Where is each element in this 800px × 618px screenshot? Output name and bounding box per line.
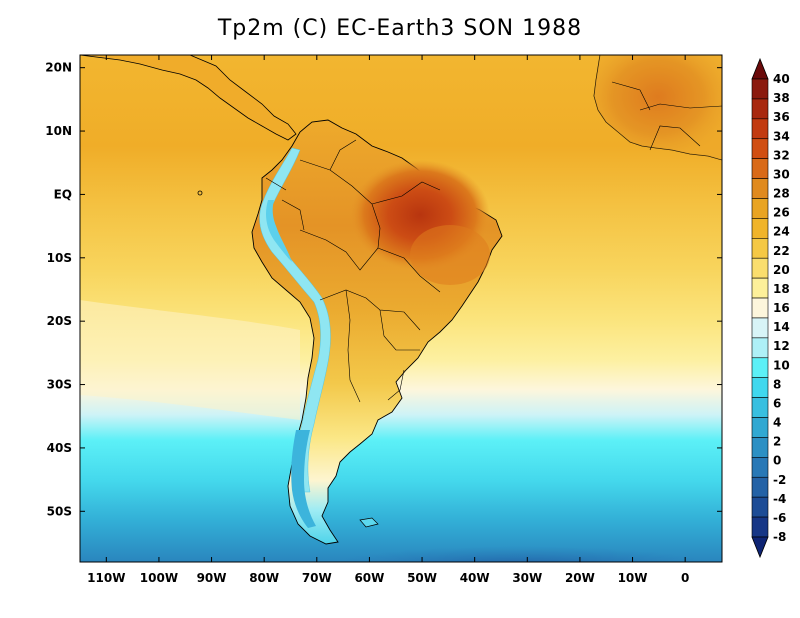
colorbar-swatch xyxy=(751,138,769,159)
colorbar-swatch xyxy=(751,397,769,418)
colorbar-label: 30 xyxy=(773,167,790,181)
colorbar-label: -4 xyxy=(773,492,786,506)
colorbar-label: 20 xyxy=(773,263,790,277)
colorbar-label: 32 xyxy=(773,148,790,162)
africa-landmass xyxy=(593,55,722,161)
galapagos-islands xyxy=(197,190,203,196)
lon-tick-label: 50W xyxy=(407,571,437,585)
plot-title: Tp2m (C) EC-Earth3 SON 1988 xyxy=(217,16,583,41)
lon-tick-label: 80W xyxy=(249,571,279,585)
cool-coastal-band xyxy=(80,300,300,420)
colorbar-label: 38 xyxy=(773,91,790,105)
colorbar-swatch xyxy=(751,118,769,140)
colorbar-swatch xyxy=(751,437,769,458)
brazil-warm-core xyxy=(410,225,490,285)
lat-tick-label: 20S xyxy=(47,314,72,328)
lat-tick-label: EQ xyxy=(54,187,72,201)
colorbar-label: 8 xyxy=(773,377,781,391)
colorbar-label: 12 xyxy=(773,339,790,353)
colorbar-swatch xyxy=(751,417,769,438)
lon-tick-label: 40W xyxy=(460,571,490,585)
southern-cold-pool xyxy=(327,546,713,562)
country-borders xyxy=(265,81,722,403)
colorbar-swatch xyxy=(751,377,769,398)
colorbar-label: 40 xyxy=(773,72,790,86)
lon-tick-label: 0 xyxy=(681,571,689,585)
colorbar-swatch xyxy=(751,337,769,359)
map-field xyxy=(80,55,722,562)
colorbar-swatch xyxy=(751,78,769,100)
lat-tick-label: 10S xyxy=(47,251,72,265)
colorbar-label: 34 xyxy=(773,129,790,143)
colorbar-swatch xyxy=(751,257,769,279)
lon-tick-label: 100W xyxy=(140,571,178,585)
colorbar-swatch xyxy=(751,357,769,378)
colorbar-label: -8 xyxy=(773,530,786,544)
colorbar-swatch xyxy=(751,98,769,120)
colorbar-label: 18 xyxy=(773,282,790,296)
colorbar-labels: 4038363432302826242220181614121086420-2-… xyxy=(773,72,790,544)
colorbar-swatch xyxy=(751,317,769,339)
colorbar-swatch xyxy=(751,158,769,179)
lat-tick-label: 30S xyxy=(47,378,72,392)
colorbar-label: -2 xyxy=(773,473,786,487)
plot-frame xyxy=(79,54,723,563)
falkland-islands xyxy=(359,517,379,528)
colorbar-label: 6 xyxy=(773,396,781,410)
colorbar-swatch xyxy=(751,198,769,219)
colorbar-swatch xyxy=(751,238,769,259)
colorbar-overflow-bottom xyxy=(751,536,769,559)
colorbar-swatch xyxy=(751,476,769,498)
lon-tick-label: 30W xyxy=(512,571,542,585)
central-america-landmass xyxy=(80,55,297,141)
colorbar-label: -6 xyxy=(773,511,786,525)
colorbar-swatch xyxy=(751,297,769,319)
colorbar-swatch xyxy=(751,496,769,518)
lon-tick-label: 20W xyxy=(565,571,595,585)
colorbar-label: 16 xyxy=(773,301,790,315)
lon-tick-label: 10W xyxy=(618,571,648,585)
colorbar-label: 2 xyxy=(773,435,781,449)
colorbar-label: 24 xyxy=(773,225,790,239)
lat-tick-label: 50S xyxy=(47,504,72,518)
colorbar-swatch xyxy=(751,516,769,538)
colorbar-label: 0 xyxy=(773,454,781,468)
lon-tick-label: 90W xyxy=(197,571,227,585)
longitude-axis: 110W 100W 90W 80W 70W 60W 50W 40W 30W 20W 10W 0 xyxy=(87,55,689,585)
lon-tick-label: 70W xyxy=(302,571,332,585)
lat-tick-label: 10N xyxy=(45,124,72,138)
colorbar xyxy=(751,57,769,559)
colorbar-swatch xyxy=(751,178,769,199)
latitude-axis: 20N 10N EQ 10S 20S 30S 40S 50S xyxy=(45,61,722,518)
patagonian-icefield xyxy=(291,430,316,528)
colorbar-label: 28 xyxy=(773,187,790,201)
lon-tick-label: 60W xyxy=(354,571,384,585)
lat-tick-label: 20N xyxy=(45,61,72,75)
colorbar-swatch xyxy=(751,457,769,478)
colorbar-label: 26 xyxy=(773,206,790,220)
lon-tick-label: 110W xyxy=(87,571,125,585)
colorbar-label: 22 xyxy=(773,244,790,258)
colorbar-label: 10 xyxy=(773,358,790,372)
colorbar-label: 36 xyxy=(773,110,790,124)
andes-core xyxy=(266,200,292,262)
colorbar-swatch xyxy=(751,277,769,299)
africa-base-tint xyxy=(594,55,722,160)
lat-tick-label: 40S xyxy=(47,441,72,455)
colorbar-label: 14 xyxy=(773,320,790,334)
colorbar-overflow-top xyxy=(751,57,769,80)
colorbar-label: 4 xyxy=(773,416,781,430)
colorbar-swatch xyxy=(751,218,769,239)
